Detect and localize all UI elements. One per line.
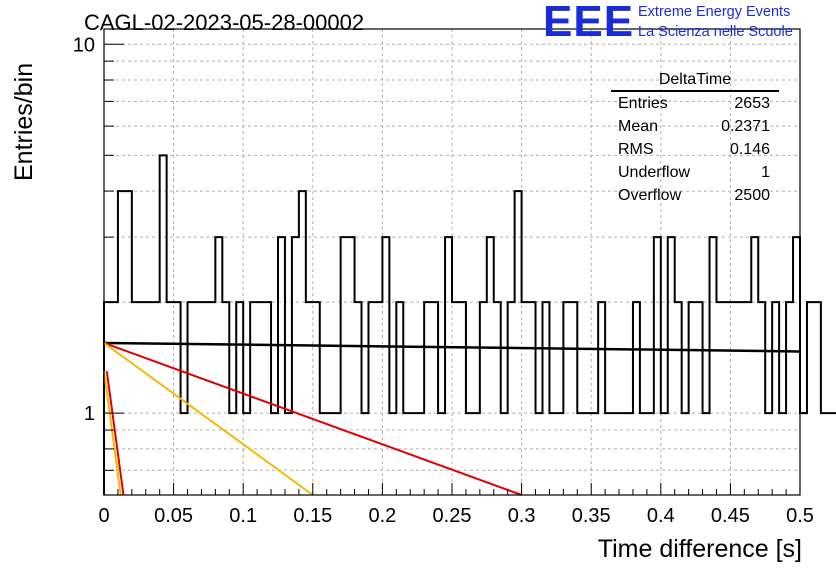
stats-value: 0.146 (729, 141, 770, 158)
stats-box: DeltaTime Entries 2653 Mean 0.2371 RMS 0… (611, 70, 779, 207)
y-tick-label: 1 (84, 403, 95, 425)
stats-key: RMS (618, 141, 654, 158)
stats-key: Overflow (618, 187, 682, 204)
chart-title: CAGL-02-2023-05-28-00002 (84, 10, 365, 35)
x-tick-label: 0.35 (572, 505, 611, 527)
fit-curve (103, 342, 314, 496)
logo-line-1: Extreme Energy Events (638, 4, 791, 20)
axis-ticks: 0 0.05 0.1 0.15 0.2 0.25 0.3 0.35 0.4 0.45 0.5 1 10 (73, 34, 814, 527)
stats-value: 1 (761, 164, 770, 181)
x-tick-label: 0.15 (293, 505, 332, 527)
stats-key: Mean (618, 118, 659, 135)
x-tick-label: 0.05 (154, 505, 193, 527)
x-tick-label: 0.1 (229, 505, 257, 527)
fit-curve (103, 341, 801, 353)
fit-curve (103, 342, 522, 496)
stats-value: 2653 (734, 95, 770, 112)
logo-line-2: La Scienza nelle Scuole (638, 24, 793, 40)
stats-key: Entries (618, 95, 668, 112)
histogram-series (103, 154, 836, 495)
x-tick-label: 0.2 (368, 505, 396, 527)
fit-curve (105, 370, 125, 496)
stats-key: Underflow (618, 164, 691, 181)
x-axis-label: Time difference [s] (597, 535, 802, 563)
y-axis-label: Entries/bin (10, 62, 38, 181)
fit-curves (103, 341, 801, 496)
x-tick-label: 0.4 (647, 505, 675, 527)
y-tick-label: 10 (73, 34, 95, 56)
histogram-line (103, 154, 836, 495)
stats-row-overflow: Overflow 2500 (611, 184, 779, 207)
stats-row-mean: Mean 0.2371 (611, 115, 779, 138)
stats-title: DeltaTime (611, 70, 779, 92)
x-tick-label: 0.25 (433, 505, 472, 527)
stats-row-entries: Entries 2653 (611, 92, 779, 115)
x-tick-label: 0.5 (786, 505, 814, 527)
fit-curve (103, 370, 122, 496)
x-tick-label: 0.3 (508, 505, 536, 527)
stats-row-rms: RMS 0.146 (611, 138, 779, 161)
x-tick-label: 0 (98, 505, 109, 527)
stats-value: 0.2371 (721, 118, 770, 135)
stats-value: 2500 (734, 187, 770, 204)
x-tick-label: 0.45 (711, 505, 750, 527)
eee-logo: EEE (543, 0, 635, 46)
stats-row-underflow: Underflow 1 (611, 161, 779, 184)
